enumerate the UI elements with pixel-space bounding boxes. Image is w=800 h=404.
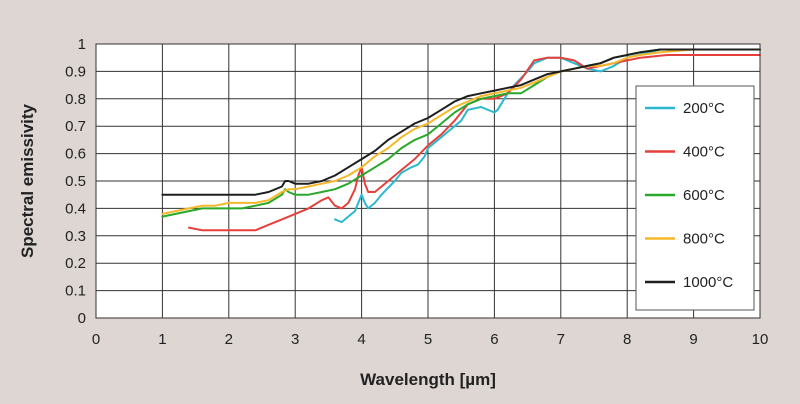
x-tick-label: 5 [424, 331, 432, 348]
y-tick-label: 0.5 [65, 173, 86, 190]
x-tick-label: 8 [623, 331, 631, 348]
x-tick-label: 4 [357, 331, 365, 348]
legend: 200°C 400°C 600°C 800°C 1000°C [635, 85, 755, 311]
series-line-4 [161, 48, 761, 196]
x-tick-label: 9 [689, 331, 697, 348]
y-tick-label: 0.8 [65, 91, 86, 108]
legend-label-0: 200°C [683, 100, 725, 117]
legend-label-3: 800°C [683, 231, 725, 248]
y-tick-label: 1 [78, 36, 86, 53]
series-line-0 [334, 48, 761, 224]
x-tick-labels: 0 1 2 3 4 5 6 7 8 9 10 [92, 331, 769, 348]
legend-label-2: 600°C [683, 187, 725, 204]
series-lines [161, 48, 761, 232]
y-tick-label: 0.1 [65, 283, 86, 300]
y-axis-label: Spectral emissivity [18, 103, 37, 258]
x-tick-label: 3 [291, 331, 299, 348]
legend-label-4: 1000°C [683, 274, 733, 291]
x-tick-label: 1 [158, 331, 166, 348]
x-tick-label: 2 [225, 331, 233, 348]
y-tick-label: 0.9 [65, 63, 86, 80]
x-axis-label: Wavelength [µm] [360, 370, 496, 389]
x-tick-label: 7 [557, 331, 565, 348]
y-tick-label: 0.3 [65, 228, 86, 245]
y-tick-label: 0.4 [65, 200, 86, 217]
x-tick-label: 6 [490, 331, 498, 348]
y-tick-label: 0.7 [65, 118, 86, 135]
legend-box [635, 85, 755, 311]
y-tick-labels: 0 0.1 0.2 0.3 0.4 0.5 0.6 0.7 0.8 0.9 1 [65, 36, 86, 327]
x-tick-label: 10 [752, 331, 769, 348]
legend-label-1: 400°C [683, 144, 725, 161]
y-tick-label: 0 [78, 310, 86, 327]
x-tick-label: 0 [92, 331, 100, 348]
plot-border [95, 43, 761, 319]
y-tick-label: 0.2 [65, 255, 86, 272]
series-line-3 [161, 48, 761, 215]
y-tick-label: 0.6 [65, 146, 86, 163]
